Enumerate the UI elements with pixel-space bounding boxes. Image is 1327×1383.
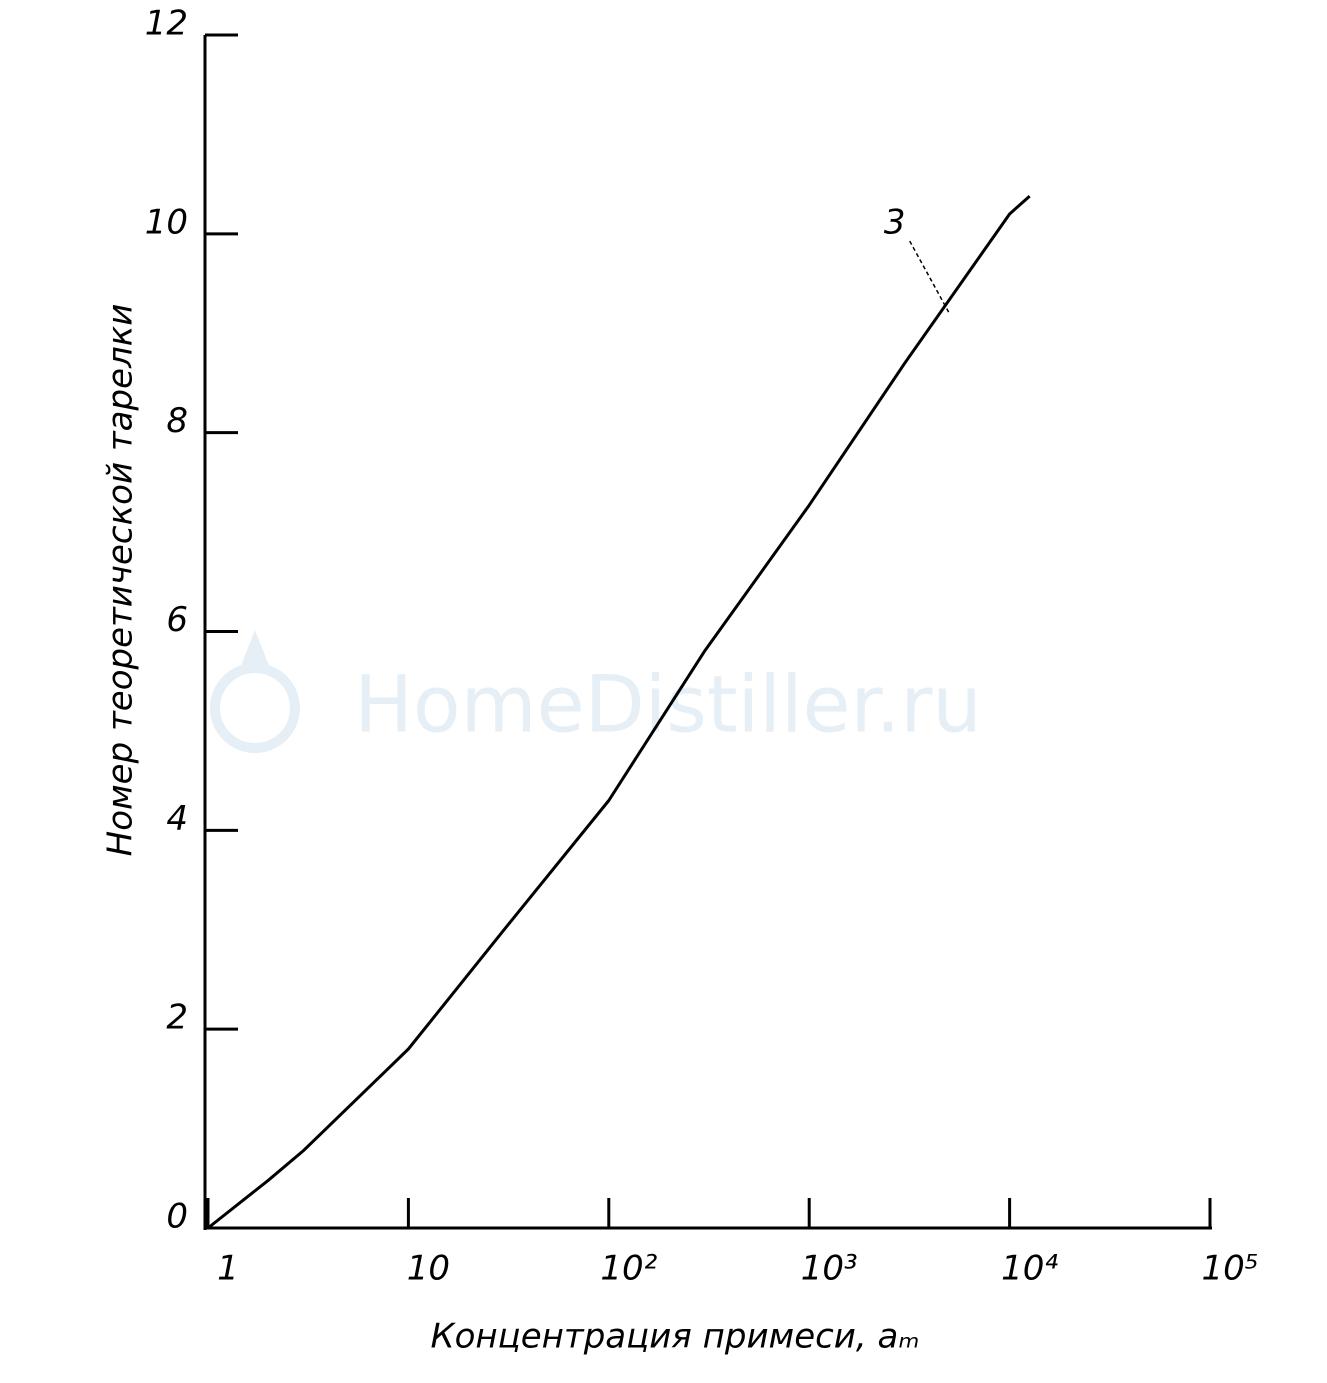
x-tick-label: 10³ [801, 1249, 858, 1289]
x-tick-label: 10⁴ [1001, 1249, 1058, 1289]
x-tick-label: 1 [217, 1249, 239, 1289]
y-tick-label: 12 [145, 4, 188, 44]
y-tick-label: 4 [166, 799, 188, 839]
curve-label: 3 [884, 203, 906, 243]
y-tick-label: 8 [166, 401, 188, 441]
y-axis-label: Номер теоретической тарелки [101, 304, 141, 857]
watermark-icon [210, 630, 300, 753]
x-tick-label: 10 [407, 1249, 450, 1289]
y-tick-label: 2 [166, 998, 188, 1038]
curve [207, 194, 1031, 1230]
x-tick-label: 10⁵ [1202, 1249, 1259, 1289]
x-axis-label: Концентрация примеси, aₘ [430, 1317, 919, 1357]
y-tick-label: 10 [145, 202, 188, 242]
y-tick-label: 0 [166, 1197, 188, 1237]
curve-label-leader [909, 240, 951, 315]
y-tick-label: 6 [166, 600, 188, 640]
x-tick-label: 10² [600, 1249, 657, 1289]
